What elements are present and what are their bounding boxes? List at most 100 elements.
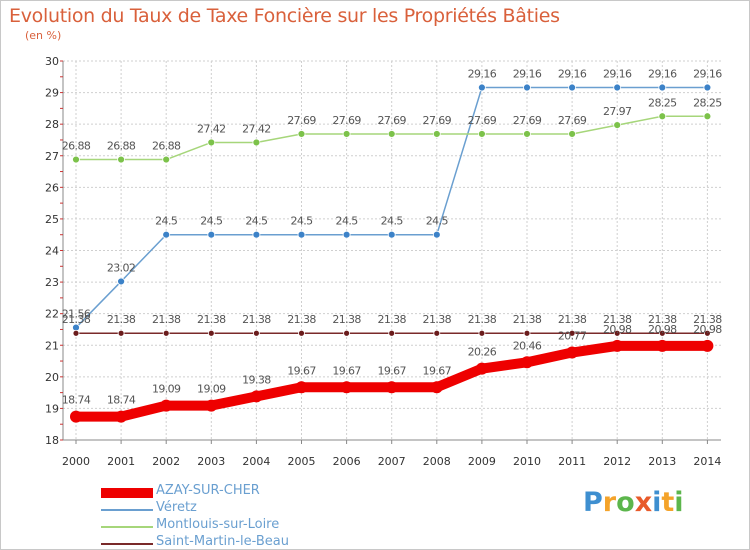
data-point — [250, 390, 263, 403]
data-point — [477, 83, 486, 92]
data-label: 27.69 — [377, 114, 406, 127]
data-point — [613, 121, 622, 130]
data-label: 18.74 — [107, 394, 136, 407]
logo-letter: P — [583, 487, 603, 518]
data-point — [478, 329, 486, 337]
x-tick-label: 2014 — [693, 455, 721, 468]
data-label: 21.38 — [603, 313, 632, 326]
data-label: 29.16 — [513, 68, 542, 81]
data-label: 21.38 — [558, 313, 587, 326]
logo-letter: i — [652, 487, 662, 518]
legend-label: Véretz — [156, 500, 197, 515]
data-label: 19.38 — [242, 373, 271, 386]
data-label: 21.56 — [62, 308, 91, 321]
y-tick-label: 27 — [45, 150, 59, 163]
y-tick-label: 23 — [45, 276, 59, 289]
data-point — [701, 339, 714, 352]
data-point — [207, 138, 216, 147]
data-point — [387, 130, 396, 138]
x-tick-label: 2009 — [468, 455, 496, 468]
data-label: 29.16 — [603, 68, 632, 81]
data-label: 19.09 — [197, 383, 226, 396]
y-axis-unit-label: (en %) — [25, 29, 62, 42]
x-tick-label: 2003 — [197, 455, 225, 468]
x-tick-label: 2012 — [603, 455, 631, 468]
data-point — [523, 130, 531, 138]
chart-title: Evolution du Taux de Taxe Foncière sur l… — [9, 5, 560, 27]
data-label: 29.16 — [558, 68, 587, 81]
data-label: 23.02 — [107, 261, 136, 274]
data-point — [70, 410, 82, 423]
data-label: 20.98 — [648, 323, 677, 336]
data-label: 21.38 — [468, 313, 497, 326]
data-point — [523, 83, 531, 92]
data-label: 21.38 — [62, 313, 91, 326]
data-label: 20.46 — [513, 339, 542, 352]
data-point — [611, 339, 624, 352]
data-point — [162, 155, 171, 164]
data-point — [162, 329, 170, 337]
data-point — [432, 130, 441, 138]
x-tick-label: 2010 — [513, 455, 541, 468]
data-label: 29.16 — [648, 68, 677, 81]
data-point — [117, 329, 125, 337]
data-label: 19.67 — [332, 364, 361, 377]
data-label: 20.26 — [468, 346, 497, 359]
data-point — [566, 346, 579, 359]
legend-label: Saint-Martin-le-Beau — [156, 534, 289, 549]
data-label: 21.38 — [287, 313, 316, 326]
data-point — [475, 362, 488, 375]
data-label: 24.5 — [290, 215, 313, 228]
data-point — [160, 399, 173, 412]
data-point — [297, 230, 306, 239]
y-tick-label: 30 — [45, 55, 59, 68]
data-point — [252, 329, 260, 337]
data-label: 27.42 — [242, 122, 271, 135]
data-point — [704, 329, 711, 337]
proxiti-logo: Proxiti — [583, 487, 684, 518]
data-point — [523, 329, 531, 337]
data-point — [703, 83, 712, 92]
y-tick-label: 21 — [45, 339, 59, 352]
data-point — [162, 230, 171, 239]
data-label: 26.88 — [62, 140, 91, 153]
data-label: 21.38 — [693, 313, 722, 326]
data-label: 21.38 — [242, 313, 271, 326]
y-tick-label: 28 — [45, 118, 59, 131]
data-label: 29.16 — [468, 68, 497, 81]
data-point — [477, 130, 486, 138]
data-label: 19.67 — [287, 364, 316, 377]
data-point — [658, 329, 666, 337]
data-label: 28.25 — [693, 96, 722, 109]
data-point — [207, 329, 215, 337]
data-point — [613, 83, 622, 92]
data-label: 20.98 — [693, 323, 722, 336]
data-point — [388, 329, 396, 337]
data-point — [385, 381, 398, 394]
logo-letter: t — [661, 487, 675, 518]
data-label: 26.88 — [107, 140, 136, 153]
y-tick-label: 22 — [45, 308, 59, 321]
data-point — [658, 112, 667, 121]
data-label: 20.77 — [558, 330, 587, 343]
data-point — [340, 381, 353, 394]
data-label: 18.74 — [62, 394, 91, 407]
data-label: 27.69 — [423, 114, 452, 127]
data-label: 19.67 — [377, 364, 406, 377]
data-label: 27.42 — [197, 122, 226, 135]
data-point — [656, 339, 669, 352]
data-label: 21.38 — [152, 313, 181, 326]
legend-label: Montlouis-sur-Loire — [156, 517, 280, 532]
data-point — [568, 329, 576, 337]
data-point — [117, 277, 125, 286]
data-point — [252, 230, 261, 239]
data-point — [295, 381, 308, 394]
data-point — [342, 230, 351, 239]
data-point — [343, 329, 351, 337]
data-point — [298, 329, 305, 337]
y-tick-label: 18 — [45, 434, 59, 447]
data-point — [568, 130, 576, 138]
data-point — [387, 230, 396, 239]
y-tick-label: 26 — [45, 181, 59, 194]
y-tick-label: 19 — [45, 402, 59, 415]
